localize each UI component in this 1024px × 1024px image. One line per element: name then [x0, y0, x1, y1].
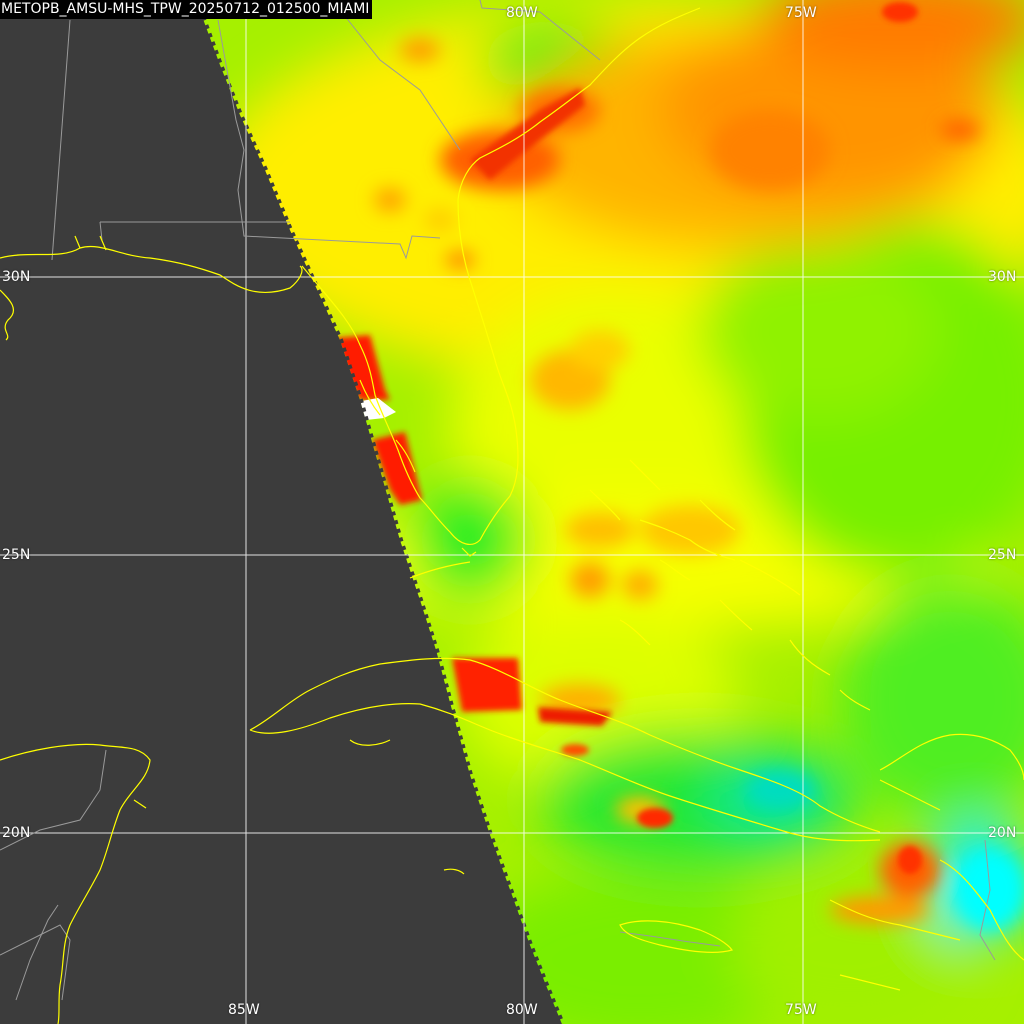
swath-edge	[193, 0, 565, 1024]
gulf-coastline	[0, 246, 303, 293]
lat-label-30n-right: 30N	[988, 269, 1017, 285]
lat-label-20n-right: 20N	[988, 825, 1017, 841]
hispaniola-coastline	[879, 733, 1024, 781]
lon-label-85w-bottom: 85W	[228, 1002, 260, 1018]
lon-label-80w-bottom: 80W	[506, 1002, 538, 1018]
lat-label-30n-left: 30N	[2, 269, 31, 285]
jamaica-coastline	[619, 920, 733, 954]
political-borders	[0, 0, 996, 1001]
lat-label-25n-left: 25N	[2, 547, 31, 563]
yucatan-coastline	[0, 743, 151, 1024]
lon-label-75w-bottom: 75W	[785, 1002, 817, 1018]
coastlines	[0, 7, 1024, 1024]
florida-coastline	[301, 7, 701, 546]
cuba-coastline	[249, 657, 881, 833]
lat-label-20n-left: 20N	[2, 825, 31, 841]
lon-label-75w-top: 75W	[785, 5, 817, 21]
lon-label-80w-top: 80W	[506, 5, 538, 21]
lat-label-25n-right: 25N	[988, 547, 1017, 563]
product-title: METOPB_AMSU-MHS_TPW_20250712_012500_MIAM…	[0, 0, 373, 19]
